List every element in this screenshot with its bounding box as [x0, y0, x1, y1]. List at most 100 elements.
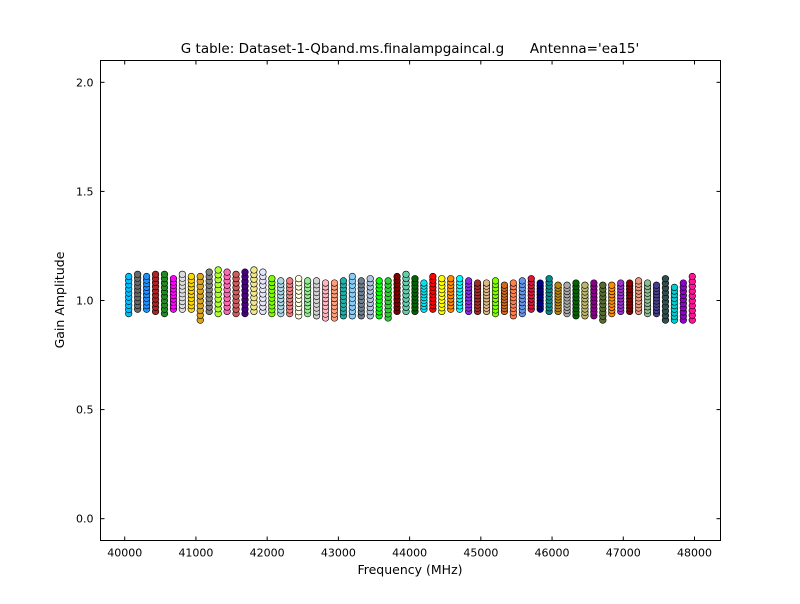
data-point — [563, 281, 571, 289]
data-point — [635, 277, 643, 285]
channel-series — [536, 279, 544, 313]
channel-series — [473, 279, 482, 316]
data-point — [411, 275, 419, 283]
data-point — [447, 275, 455, 283]
x-tick-label: 41000 — [178, 547, 213, 560]
data-point — [277, 277, 285, 285]
data-point — [241, 268, 249, 276]
x-axis: 40000 41000 42000 43000 44000 45000 46000 47000… — [107, 60, 712, 560]
channel-series — [196, 272, 204, 324]
channel-series — [169, 275, 178, 313]
x-tick-label: 43000 — [321, 547, 356, 560]
data-point — [187, 272, 195, 281]
data-point — [590, 279, 598, 287]
data-point — [491, 277, 500, 285]
data-point — [617, 279, 625, 287]
data-point — [429, 272, 437, 281]
data-points — [125, 266, 696, 324]
data-point — [330, 279, 339, 287]
channel-series — [277, 277, 285, 318]
channel-series — [679, 279, 687, 324]
data-point — [554, 281, 562, 289]
channel-series — [652, 281, 661, 318]
data-point — [384, 277, 392, 285]
data-point — [160, 270, 169, 278]
channel-series — [590, 279, 598, 320]
chart-title: G table: Dataset-1-Qband.ms.finalampgain… — [181, 41, 639, 57]
data-point — [679, 279, 687, 287]
x-tick-label: 45000 — [463, 547, 498, 560]
channel-series — [232, 270, 240, 318]
channel-series — [142, 272, 151, 313]
data-point — [304, 277, 312, 285]
x-tick-label: 42000 — [250, 547, 285, 560]
channel-series — [527, 275, 535, 313]
y-tick-label: 0.0 — [76, 513, 94, 526]
channel-series — [688, 272, 696, 324]
channel-series — [348, 272, 356, 320]
data-point — [393, 272, 401, 281]
data-point — [456, 275, 464, 283]
data-point — [134, 270, 142, 278]
channel-series — [635, 277, 643, 316]
channel-series — [160, 270, 169, 318]
data-point — [482, 279, 491, 287]
data-point — [465, 277, 473, 285]
data-point — [232, 270, 240, 278]
data-point — [196, 272, 204, 281]
channel-series — [384, 277, 392, 322]
channel-series — [581, 281, 589, 320]
y-axis-label: Gain Amplitude — [52, 251, 67, 348]
channel-series — [268, 275, 276, 318]
data-point — [545, 275, 553, 283]
data-point — [420, 279, 428, 287]
x-tick-label: 46000 — [535, 547, 570, 560]
x-tick-label: 48000 — [677, 547, 712, 560]
data-point — [527, 275, 535, 283]
channel-series — [259, 268, 267, 316]
channel-series — [465, 277, 473, 316]
channel-series — [643, 279, 652, 318]
channel-series — [491, 277, 500, 318]
data-point — [214, 266, 222, 274]
data-point — [295, 275, 303, 283]
y-tick-label: 2.0 — [76, 76, 94, 89]
x-tick-label: 47000 — [606, 547, 641, 560]
channel-series — [402, 270, 410, 316]
channel-series — [608, 281, 616, 318]
channel-series — [223, 268, 231, 316]
channel-series — [134, 270, 142, 313]
channel-series — [429, 272, 437, 313]
channel-series — [393, 272, 401, 316]
data-point — [321, 279, 330, 287]
data-point — [643, 279, 652, 287]
channel-series — [438, 275, 446, 316]
data-point — [223, 268, 231, 276]
x-axis-label: Frequency (MHz) — [357, 562, 462, 577]
channel-series — [366, 275, 374, 320]
channel-series — [304, 277, 312, 318]
data-point — [536, 279, 544, 287]
data-point — [357, 277, 365, 285]
data-point — [599, 281, 607, 289]
data-point — [205, 268, 213, 276]
channel-series — [375, 277, 383, 320]
channel-series — [509, 279, 517, 320]
channel-series — [357, 277, 365, 320]
data-point — [473, 279, 482, 287]
data-point — [268, 275, 276, 283]
channel-series — [330, 279, 339, 322]
channel-series — [286, 277, 294, 318]
data-point — [670, 283, 678, 292]
channel-series — [626, 279, 634, 316]
channel-series — [125, 272, 133, 318]
y-axis: 0.0 0.5 1.0 1.5 2.0 — [76, 76, 721, 526]
channel-series — [670, 283, 678, 324]
data-point — [151, 270, 160, 278]
data-point — [402, 270, 410, 278]
channel-series — [178, 270, 186, 313]
data-point — [366, 275, 374, 283]
channel-series — [241, 268, 249, 318]
data-point — [688, 272, 696, 281]
x-tick-label: 44000 — [392, 547, 427, 560]
